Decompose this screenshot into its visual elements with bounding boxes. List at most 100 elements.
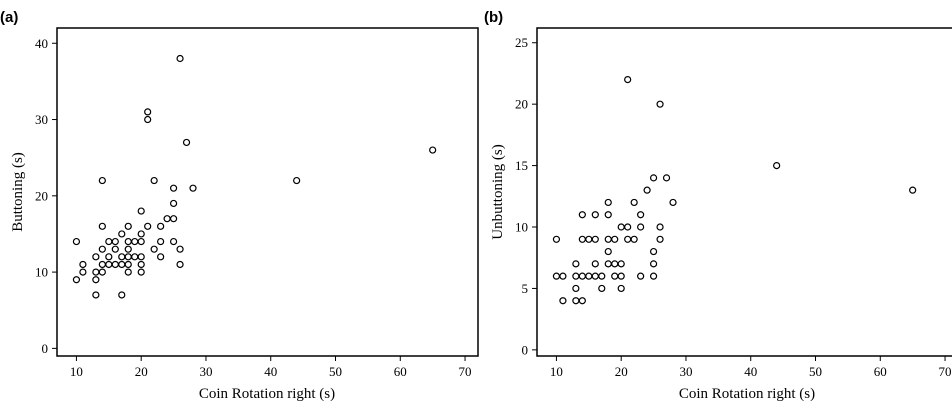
panel-a-data-point xyxy=(79,268,87,276)
panel-a-data-point xyxy=(429,146,437,154)
panel-a-x-tick-label: 70 xyxy=(459,364,472,379)
panel-b-data-point xyxy=(604,198,612,207)
panel-b-y-tick-label: 10 xyxy=(515,220,528,235)
panel-a-y-axis-label: Buttoning (s) xyxy=(10,152,26,232)
panel-a-x-tick-label: 20 xyxy=(135,364,148,379)
panel-a-data-point xyxy=(98,268,106,276)
panel-a-data-point xyxy=(79,260,87,269)
panel-a-data-point xyxy=(157,253,165,261)
panel-a-data-point xyxy=(72,237,81,246)
panel-b-x-tick-label: 50 xyxy=(809,364,822,379)
panel-a-y-ticks: 0 10 20 30 40 xyxy=(35,36,57,356)
panel-b-label: (b) xyxy=(484,9,503,26)
panel-a-data-point xyxy=(176,54,184,63)
panel-b-y-tick-label: 20 xyxy=(515,97,528,112)
panel-a-data-point xyxy=(124,268,132,276)
panel-b-data-point xyxy=(649,272,658,280)
panel-b-data-point xyxy=(617,272,625,280)
panel-a-data-point xyxy=(72,276,81,284)
panel-a-data-point xyxy=(111,245,119,253)
panel-b-y-tick-label: 0 xyxy=(522,342,529,357)
panel-b-data-point xyxy=(591,211,599,219)
panel-b-data-point xyxy=(572,272,580,280)
panel-b-data-point xyxy=(656,223,664,231)
panel-a-data-point xyxy=(189,184,197,192)
panel-b-data-point xyxy=(552,235,561,243)
panel-b-data-point xyxy=(578,211,586,219)
panel-a-data-point xyxy=(111,237,119,246)
panel-b-data-point xyxy=(559,272,567,280)
panel-b-data-point xyxy=(611,235,619,243)
panel-a-data-point xyxy=(92,291,100,299)
panel-b-data-point xyxy=(662,174,671,182)
panel-b-data-point xyxy=(669,198,677,207)
panel-b-points xyxy=(552,75,917,305)
panel-a-data-point xyxy=(124,222,132,230)
panel-a-data-point xyxy=(293,176,301,185)
panel-b-x-tick-label: 30 xyxy=(679,364,692,379)
panel-b-data-point xyxy=(630,198,638,207)
panel-a-data-point xyxy=(118,260,126,269)
panel-a-data-point xyxy=(131,237,139,246)
panel-b-data-point xyxy=(611,272,619,280)
panel-b-data-point xyxy=(591,235,599,243)
panel-a-data-point xyxy=(92,276,100,284)
panel-b-data-point xyxy=(572,297,580,305)
panel-a-y-tick-label: 20 xyxy=(35,188,48,203)
panel-a-x-tick-label: 10 xyxy=(70,364,83,379)
panel-b-data-point xyxy=(578,272,586,280)
panel-b-data-point xyxy=(649,260,658,268)
panel-b: (b) 10 20 30 40 50 60 70 0 5 10 15 20 25 Coin Rotat… xyxy=(484,9,952,402)
panel-b-x-tick-label: 40 xyxy=(744,364,757,379)
panel-a-data-point xyxy=(169,215,178,223)
panel-a-data-point xyxy=(118,291,126,299)
panel-a-data-point xyxy=(144,115,152,124)
panel-b-data-point xyxy=(643,186,651,194)
panel-a-plot-frame xyxy=(56,27,479,357)
panel-a-data-point xyxy=(176,260,184,269)
panel-a-data-point xyxy=(137,230,145,238)
panel-b-data-point xyxy=(604,235,612,243)
panel-a-data-point xyxy=(157,237,165,246)
panel-b-data-point xyxy=(572,260,580,268)
panel-a-data-point xyxy=(111,260,119,269)
panel-b-data-point xyxy=(617,284,625,293)
panel-a-data-point xyxy=(137,260,145,269)
panel-b-data-point xyxy=(604,260,612,268)
panel-b-data-point xyxy=(585,272,593,280)
panel-b-y-axis-label: Unbuttoning (s) xyxy=(490,144,506,239)
panel-a-data-point xyxy=(92,268,100,276)
panel-a-data-point xyxy=(176,245,184,253)
panel-a-y-tick-label: 10 xyxy=(35,265,48,280)
panel-a-data-point xyxy=(137,253,145,261)
panel-a-x-tick-label: 40 xyxy=(264,364,277,379)
panel-a-data-point xyxy=(124,245,132,253)
panel-b-data-point xyxy=(637,211,645,219)
panel-b-x-tick-label: 60 xyxy=(874,364,887,379)
panel-a-x-ticks: 10 20 30 40 50 60 70 xyxy=(70,356,472,379)
panel-b-data-point xyxy=(611,260,619,268)
panel-a-data-point xyxy=(92,253,100,261)
panel-b-data-point xyxy=(649,247,658,256)
panel-a-y-tick-label: 40 xyxy=(35,36,48,51)
panel-b-data-point xyxy=(604,211,612,219)
panel-b-data-point xyxy=(578,235,586,243)
panel-a: (a) 10 20 30 40 50 60 70 0 10 20 30 40 Coin Rotati… xyxy=(0,9,479,402)
panel-a-data-point xyxy=(163,215,171,223)
panel-a-data-point xyxy=(157,222,165,230)
panel-a-data-point xyxy=(98,260,106,269)
panel-b-data-point xyxy=(773,161,781,170)
panel-a-data-point xyxy=(131,253,139,261)
panel-b-data-point xyxy=(598,272,606,280)
panel-b-y-ticks: 0 5 10 15 20 25 xyxy=(515,35,537,357)
panel-a-label: (a) xyxy=(0,9,18,26)
panel-b-data-point xyxy=(624,75,632,84)
panel-b-data-point xyxy=(591,272,599,280)
panel-a-data-point xyxy=(124,237,132,246)
panel-a-data-point xyxy=(124,253,132,261)
panel-a-data-point xyxy=(169,184,178,192)
panel-a-x-tick-label: 50 xyxy=(329,364,342,379)
panel-b-plot-frame xyxy=(536,27,952,357)
panel-a-data-point xyxy=(98,245,106,253)
